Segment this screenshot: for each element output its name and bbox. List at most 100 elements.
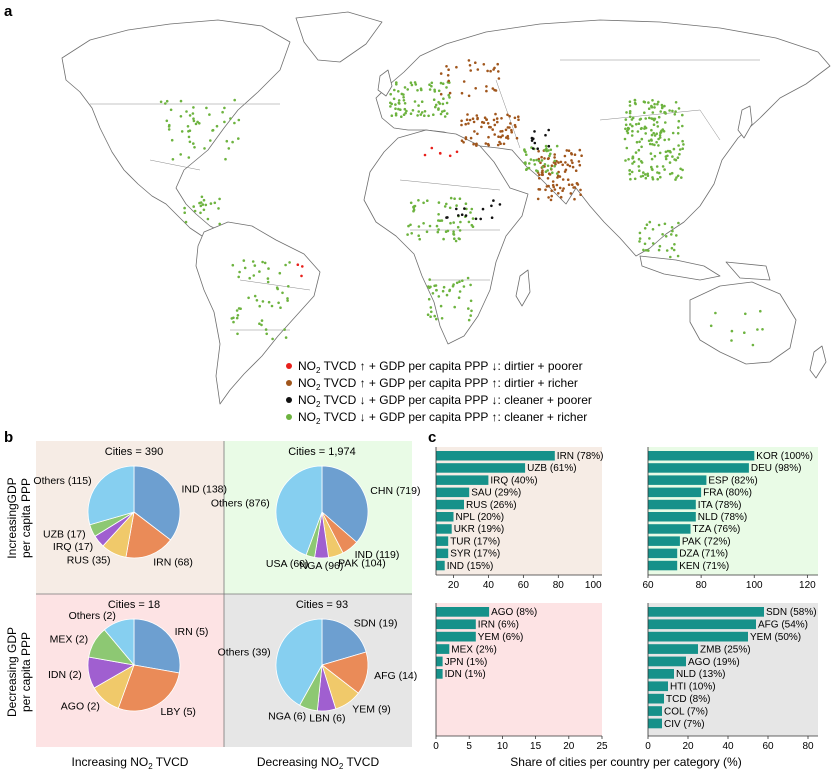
x-tick-label: 80 [696, 580, 708, 591]
city-dot [551, 180, 555, 183]
city-dot [546, 177, 550, 180]
city-dot [559, 195, 563, 199]
city-dot [427, 297, 431, 301]
city-dot [647, 249, 650, 252]
city-dot [730, 339, 733, 342]
bar [648, 512, 696, 522]
bar-label: COL (7%) [664, 706, 708, 717]
city-dot [490, 216, 494, 219]
city-dot [532, 159, 536, 162]
city-dot [466, 113, 469, 116]
city-dot [663, 104, 666, 108]
city-dot [417, 199, 420, 202]
city-dot [235, 316, 239, 320]
city-dot [624, 127, 627, 131]
city-dot [665, 249, 669, 252]
city-dot [464, 137, 468, 141]
city-dot [441, 82, 445, 85]
x-tick-label: 0 [645, 741, 651, 752]
city-dot [423, 153, 427, 157]
city-dot [492, 68, 495, 71]
x-tick-label: 120 [799, 580, 816, 591]
bar-label: KEN (71%) [679, 561, 729, 572]
city-dot [674, 178, 677, 181]
city-dot [288, 261, 291, 264]
city-dot [499, 142, 502, 145]
city-dot [680, 176, 683, 179]
city-dot [668, 161, 672, 164]
city-dot [751, 343, 755, 347]
city-dot [579, 188, 582, 192]
city-dot [251, 260, 255, 263]
city-dot [235, 309, 239, 312]
city-dot [540, 173, 544, 176]
island-madagascar [515, 269, 531, 307]
city-dot [652, 131, 655, 135]
bar-label: NLD (13%) [676, 669, 725, 680]
pie-title: Cities = 18 [108, 599, 160, 611]
city-dot [271, 337, 274, 341]
city-dot [558, 186, 562, 190]
city-dot [496, 120, 499, 124]
city-dot [571, 165, 575, 169]
city-dot [445, 216, 448, 219]
city-dot [714, 311, 717, 315]
city-dot [449, 221, 452, 225]
city-dot [455, 65, 458, 69]
city-dot [643, 242, 647, 246]
city-dot [206, 217, 210, 221]
city-dot [467, 94, 471, 98]
city-dot [464, 214, 468, 217]
city-dot [524, 150, 527, 154]
city-dot [652, 118, 656, 122]
bar [648, 499, 696, 510]
city-dot [508, 114, 511, 118]
city-dot [563, 154, 567, 158]
city-dot [657, 144, 660, 147]
city-dot [653, 143, 656, 147]
pie-slice-label: Others (39) [218, 647, 271, 659]
city-dot [403, 107, 407, 111]
city-dot [213, 201, 217, 205]
city-dot [564, 168, 568, 172]
pie-title: Cities = 93 [296, 599, 348, 611]
city-dot [429, 306, 433, 309]
bar-label: DZA (71%) [679, 549, 728, 560]
city-dot [409, 223, 412, 227]
pie-slice-label: NGA (6) [268, 711, 306, 723]
city-dot [398, 102, 401, 105]
city-dot [573, 153, 577, 156]
city-dot [438, 219, 442, 222]
city-dot [578, 148, 582, 152]
city-dot [203, 147, 206, 150]
city-dot [651, 177, 655, 181]
city-dot [494, 89, 498, 92]
city-dot [455, 150, 459, 154]
pie-slice [321, 465, 369, 543]
city-dot [221, 110, 224, 114]
city-dot [301, 265, 304, 268]
city-dot [184, 220, 188, 224]
city-dot [469, 283, 472, 287]
city-dot [435, 224, 439, 228]
city-dot [448, 154, 452, 158]
city-dot [183, 206, 186, 210]
x-tick-label: 0 [433, 741, 439, 752]
city-dot [681, 168, 684, 172]
city-dot [671, 155, 674, 158]
bar-label: IRN (78%) [557, 451, 604, 462]
pie-slice [117, 664, 180, 712]
col-label-right: Decreasing NO2 TVCD [257, 755, 380, 770]
city-dot [231, 263, 235, 267]
city-dot [650, 167, 654, 171]
city-dot [458, 280, 461, 284]
x-tick-label: 5 [466, 741, 472, 752]
city-dot [667, 138, 671, 141]
city-dot [547, 157, 550, 160]
city-dot [544, 170, 548, 173]
city-dot [493, 133, 497, 136]
city-dot [168, 123, 171, 127]
bar [648, 524, 691, 534]
city-dot [681, 113, 684, 117]
city-dot [445, 101, 449, 105]
